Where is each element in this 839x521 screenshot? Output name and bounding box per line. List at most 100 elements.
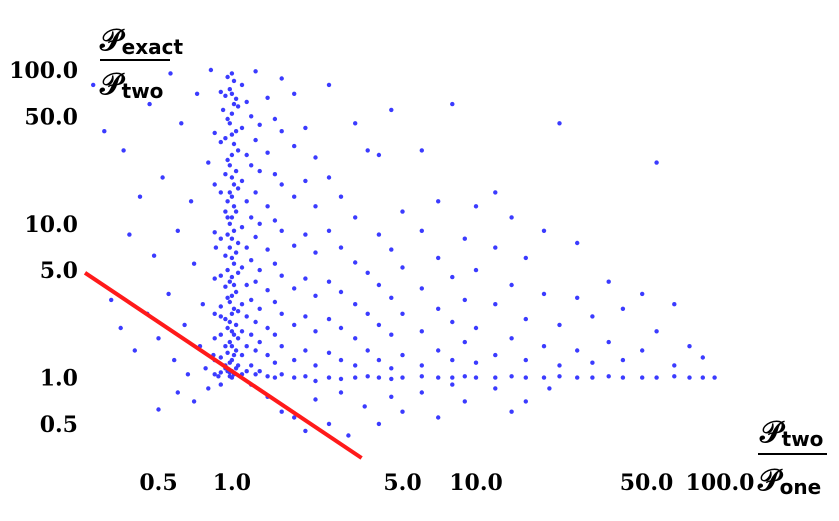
scatter-point xyxy=(279,129,284,134)
scatter-point xyxy=(257,369,262,374)
scatter-point xyxy=(450,382,455,387)
scatter-point xyxy=(462,399,467,404)
scatter-point xyxy=(575,348,580,353)
y-tick-label: 100.0 xyxy=(9,58,78,84)
scatter-point xyxy=(194,91,200,97)
scatter-point xyxy=(229,293,235,298)
scatter-point xyxy=(253,190,258,195)
scatter-point xyxy=(257,122,262,128)
scatter-point xyxy=(353,336,358,341)
scatter-point xyxy=(292,194,297,199)
scatter-point xyxy=(292,243,297,248)
reference-line xyxy=(83,271,363,460)
scatter-point xyxy=(191,261,197,266)
scatter-point xyxy=(313,293,318,298)
scatter-point xyxy=(376,375,382,380)
scatter-point xyxy=(235,148,241,153)
scatter-point xyxy=(523,316,528,322)
scatter-point xyxy=(218,89,223,95)
scatter-point xyxy=(249,297,254,303)
scatter-point xyxy=(473,325,479,331)
x-axis-label: 𝒫two 𝒫one xyxy=(757,415,827,499)
scatter-point xyxy=(231,78,237,84)
scatter-point xyxy=(473,375,479,380)
scatter-point xyxy=(493,302,498,307)
scatter-point xyxy=(235,186,241,191)
scatter-point xyxy=(179,121,184,126)
scatter-point xyxy=(227,245,232,250)
y-label-numerator: 𝒫exact xyxy=(99,23,183,59)
y-tick-label: 50.0 xyxy=(24,104,78,130)
scatter-point xyxy=(231,204,237,209)
scatter-point xyxy=(257,306,262,311)
y-label-denominator: 𝒫two xyxy=(99,67,163,103)
scatter-point xyxy=(313,329,318,334)
scatter-point xyxy=(326,175,332,180)
scatter-point xyxy=(436,199,441,204)
scatter-point xyxy=(462,374,467,379)
scatter-point xyxy=(229,255,235,261)
scatter-point xyxy=(541,375,547,380)
scatter-point xyxy=(450,375,455,380)
x-tick-label: 1.0 xyxy=(213,470,251,496)
scatter-point xyxy=(231,228,237,233)
scatter-point xyxy=(225,116,230,122)
scatter-point xyxy=(233,250,239,255)
y-tick-label: 10.0 xyxy=(24,212,78,238)
scatter-point xyxy=(239,178,245,184)
x-tick-label: 10.0 xyxy=(449,470,503,496)
scatter-point xyxy=(292,143,297,149)
scatter-point xyxy=(353,215,358,220)
scatter-point xyxy=(400,209,405,214)
scatter-point xyxy=(541,291,547,297)
scatter-point xyxy=(353,302,358,307)
scatter-point xyxy=(227,319,232,325)
scatter-point xyxy=(557,363,562,368)
scatter-point xyxy=(303,428,308,434)
scatter-point xyxy=(137,194,143,199)
scatter-point xyxy=(206,160,211,165)
scatter-point xyxy=(362,404,367,409)
scatter-point xyxy=(620,357,626,363)
scatter-point xyxy=(400,375,405,380)
scatter-point xyxy=(253,319,258,325)
scatter-point xyxy=(191,399,197,404)
scatter-point xyxy=(265,325,270,331)
x-tick-label: 5.0 xyxy=(383,470,421,496)
scatter-point xyxy=(239,352,245,358)
scatter-point xyxy=(313,378,318,384)
scatter-point xyxy=(225,199,230,204)
y-tick-label: 0.5 xyxy=(40,412,78,438)
scatter-point xyxy=(365,348,370,353)
scatter-point xyxy=(212,276,217,281)
scatter-point xyxy=(218,236,223,241)
scatter-point xyxy=(156,407,161,412)
scatter-point xyxy=(338,390,344,395)
scatter-point xyxy=(257,168,262,174)
scatter-point xyxy=(216,374,221,379)
scatter-point xyxy=(523,357,528,363)
scatter-point xyxy=(493,375,498,380)
scatter-point xyxy=(400,265,405,270)
scatter-point xyxy=(121,148,126,153)
x-tick-label: 50.0 xyxy=(620,470,674,496)
scatter-point xyxy=(244,314,249,319)
scatter-point xyxy=(493,352,498,358)
scatter-point xyxy=(575,295,580,300)
scatter-point xyxy=(376,322,382,328)
scatter-point xyxy=(253,137,258,143)
scatter-point xyxy=(389,394,394,399)
scatter-point xyxy=(400,311,405,316)
scatter-point xyxy=(231,306,237,311)
scatter-point xyxy=(700,355,705,360)
scatter-point xyxy=(212,336,217,341)
scatter-point xyxy=(353,260,358,265)
y-tick-label: 1.0 xyxy=(40,366,78,392)
scatter-point xyxy=(557,322,562,328)
scatter-point xyxy=(188,199,194,204)
scatter-point xyxy=(590,375,595,380)
scatter-point xyxy=(225,267,230,273)
scatter-point xyxy=(654,375,659,380)
scatter-point xyxy=(419,148,424,153)
scatter-point xyxy=(419,228,424,233)
